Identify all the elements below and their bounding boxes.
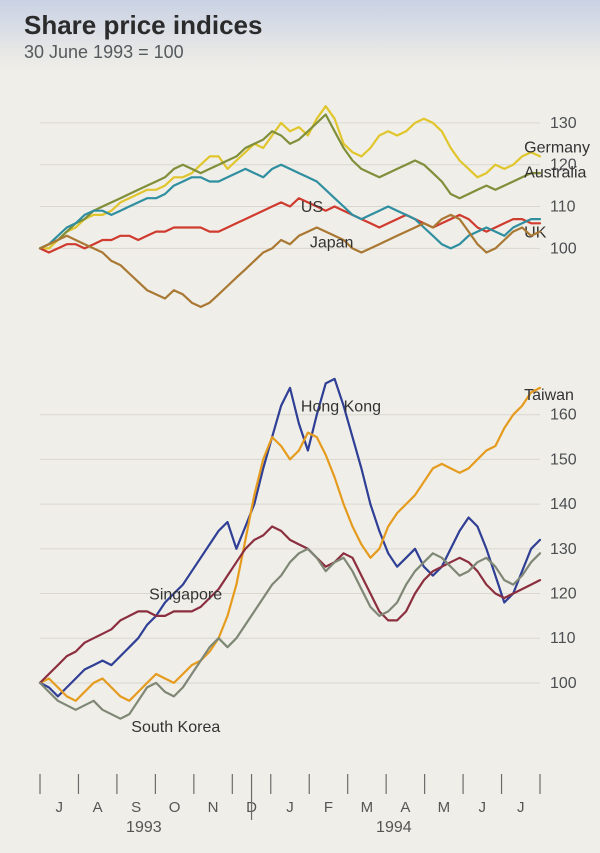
svg-text:150: 150 <box>550 451 577 468</box>
svg-text:120: 120 <box>550 586 577 603</box>
svg-text:N: N <box>208 799 219 816</box>
svg-text:130: 130 <box>550 115 577 132</box>
svg-text:J: J <box>286 799 294 816</box>
top-chart: 100110120130GermanyAustraliaUSUKJapan <box>0 82 600 352</box>
svg-text:A: A <box>93 799 103 816</box>
svg-text:100: 100 <box>550 675 577 692</box>
svg-text:1993: 1993 <box>126 819 162 836</box>
series-Singapore <box>40 527 540 683</box>
svg-text:100: 100 <box>550 240 577 257</box>
label-Taiwan: Taiwan <box>524 387 574 404</box>
svg-text:160: 160 <box>550 407 577 424</box>
svg-text:110: 110 <box>550 630 576 647</box>
label-Japan: Japan <box>310 235 354 252</box>
series-South Korea <box>40 549 540 719</box>
svg-text:J: J <box>55 799 63 816</box>
series-Japan <box>40 215 540 307</box>
svg-text:J: J <box>479 799 487 816</box>
svg-text:F: F <box>324 799 333 816</box>
label-Hong Kong: Hong Kong <box>301 399 381 416</box>
svg-text:110: 110 <box>550 199 576 216</box>
svg-text:A: A <box>400 799 410 816</box>
svg-text:M: M <box>361 799 374 816</box>
svg-text:S: S <box>131 799 141 816</box>
label-Germany: Germany <box>524 139 590 156</box>
series-Taiwan <box>40 388 540 701</box>
svg-text:130: 130 <box>550 541 577 558</box>
svg-text:1994: 1994 <box>376 819 412 836</box>
x-axis: JASONDJFMAMJJ19931994 <box>0 770 600 850</box>
svg-text:O: O <box>169 799 181 816</box>
label-Singapore: Singapore <box>149 586 222 603</box>
chart-subtitle: 30 June 1993 = 100 <box>24 42 184 63</box>
chart-title: Share price indices <box>24 10 262 41</box>
label-South Korea: South Korea <box>131 719 220 736</box>
svg-text:J: J <box>517 799 525 816</box>
bottom-chart: 100 110 120 130 140 150 160 Hong Kong Taiwan Sing… <box>0 350 600 770</box>
label-US: US <box>301 199 323 216</box>
series-Hong Kong <box>40 379 540 697</box>
svg-text:140: 140 <box>550 496 577 513</box>
svg-text:M: M <box>438 799 451 816</box>
label-Australia: Australia <box>524 164 586 181</box>
